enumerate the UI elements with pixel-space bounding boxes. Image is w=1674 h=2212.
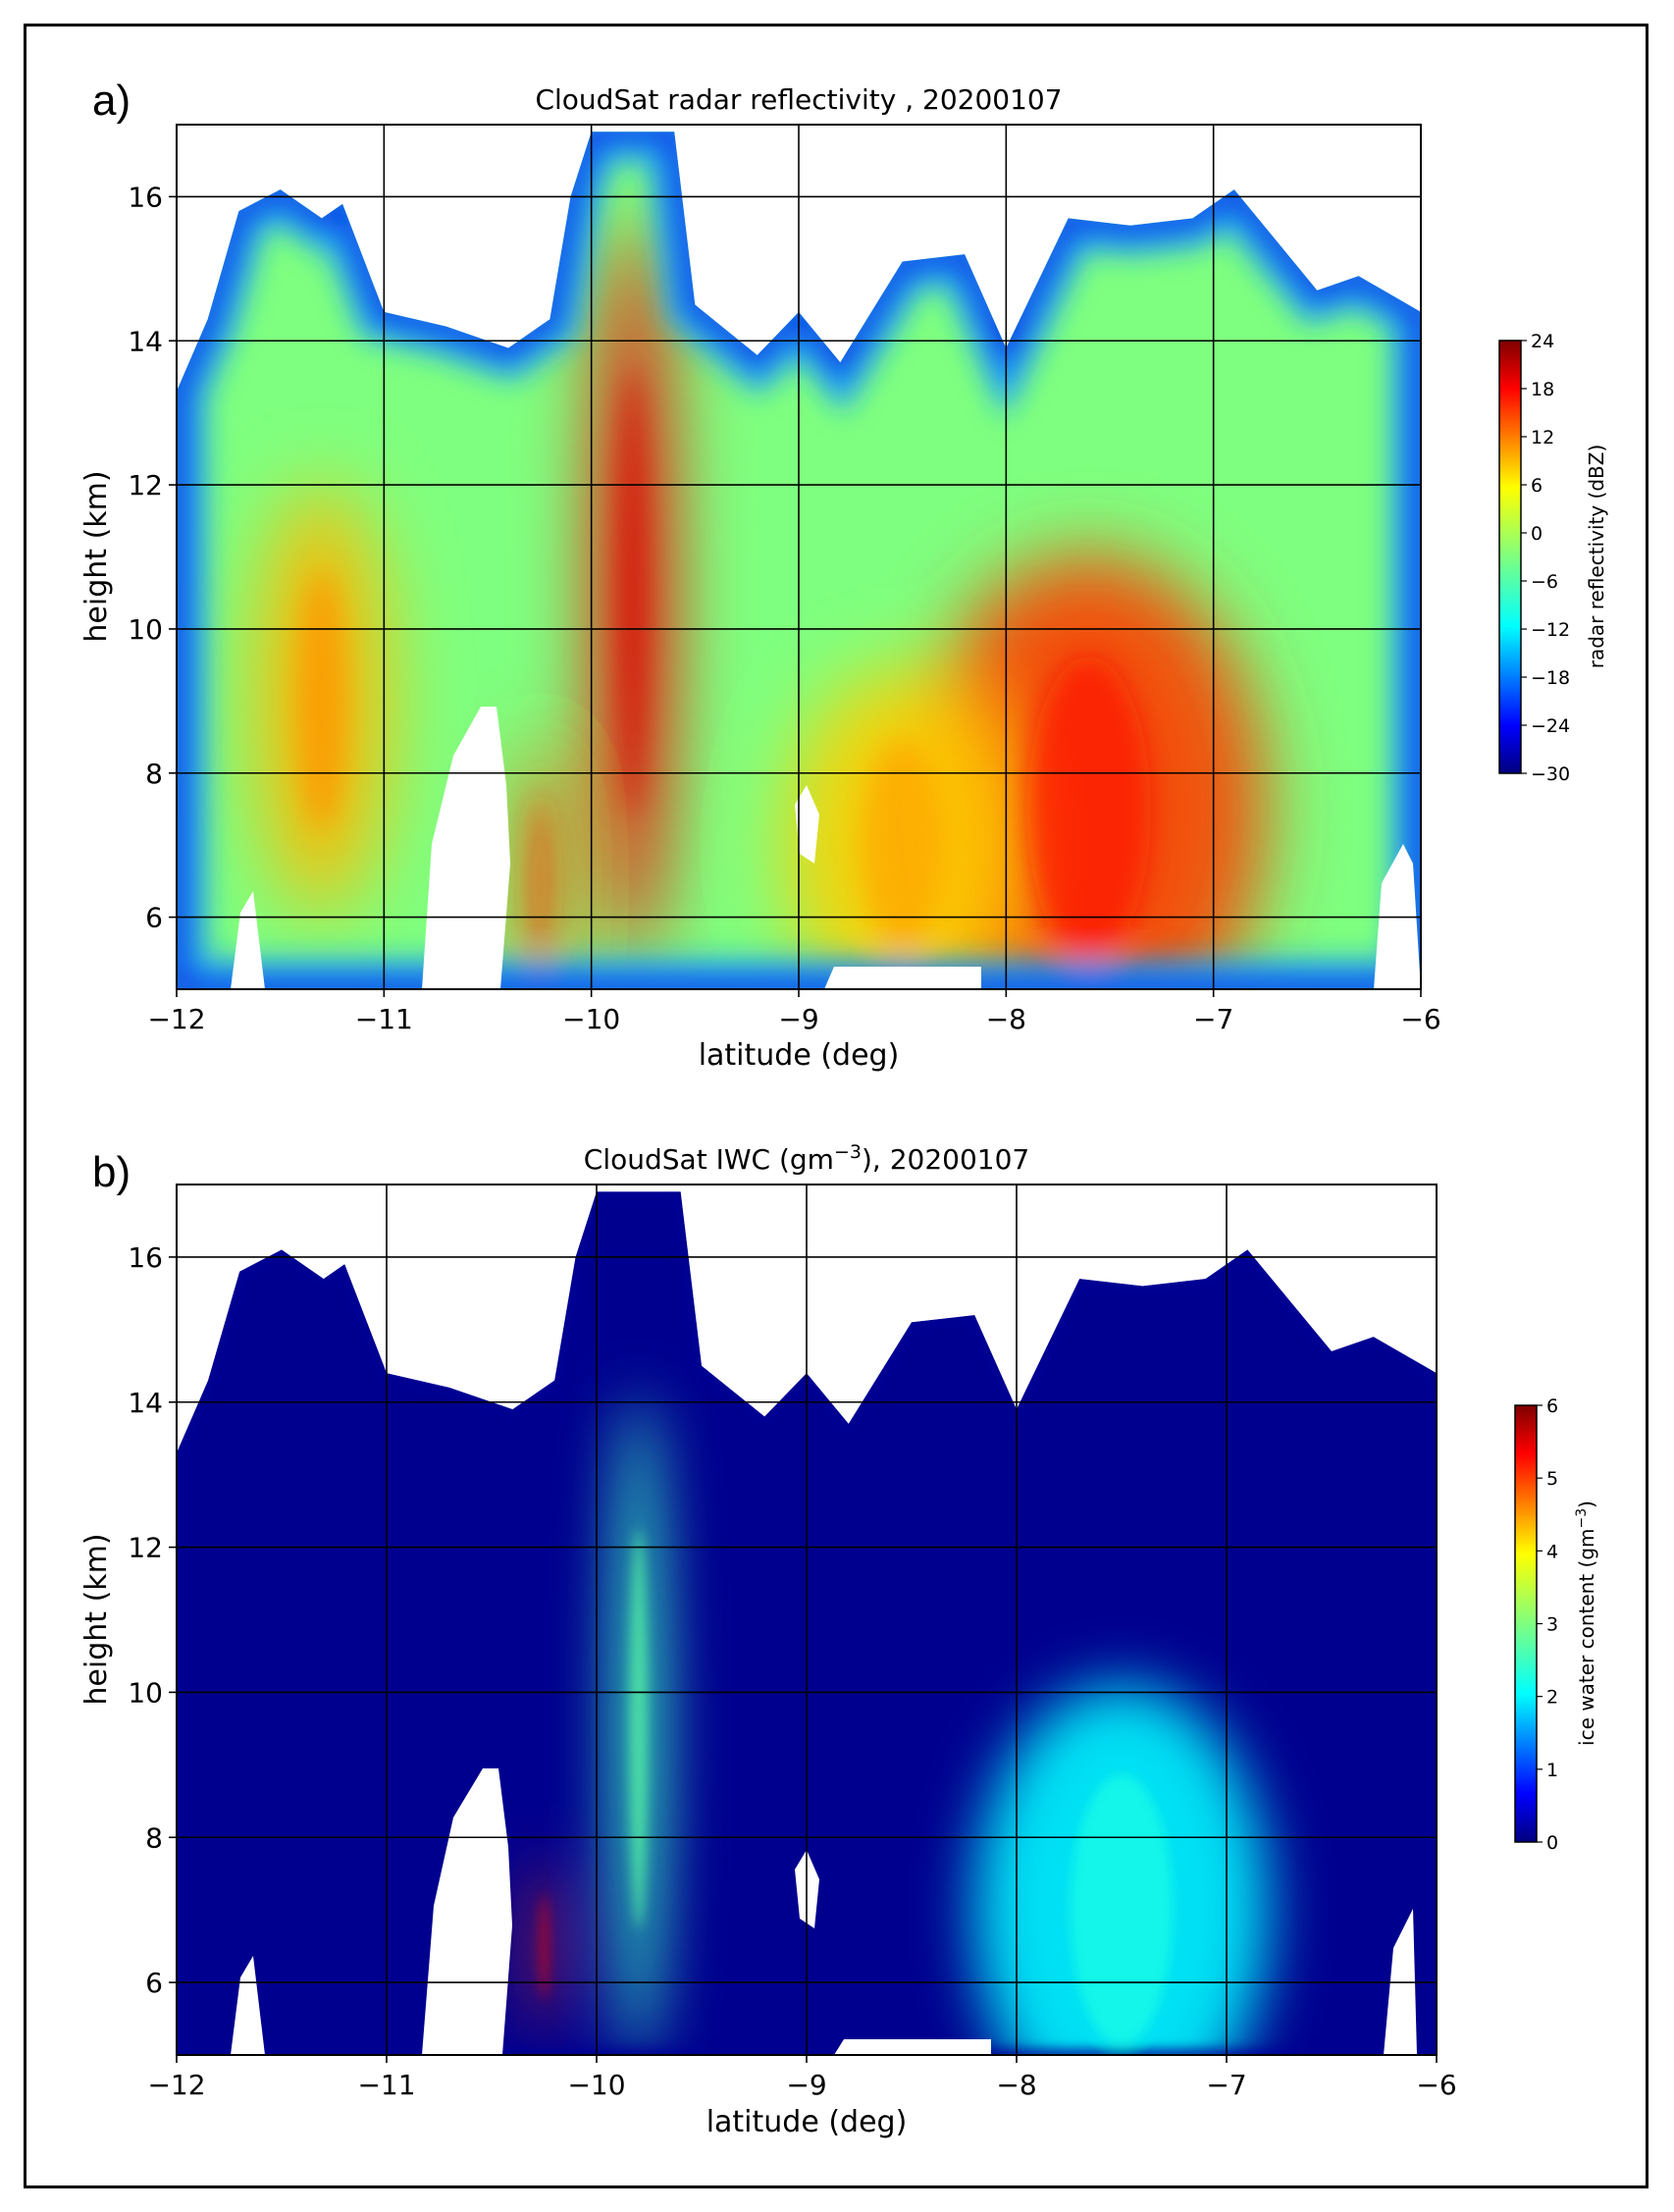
- panel-b-grid: [177, 1185, 1437, 2055]
- panel-a-clear-air-holes: [231, 707, 1421, 989]
- y-tick-label: 14: [128, 1387, 163, 1419]
- panel-b-x-ticks: −12 −11 −10 −9 −8 −7 −6: [147, 2055, 1457, 2101]
- x-tick-label: −9: [786, 2069, 826, 2101]
- x-tick-label: −10: [567, 2069, 625, 2101]
- cbar-tick-label: 0: [1546, 1832, 1558, 1854]
- panel-b-colorbar-label-prefix: ice water content (gm: [1575, 1528, 1598, 1745]
- cbar-tick-label: 6: [1546, 1396, 1558, 1417]
- y-tick-label: 6: [145, 902, 163, 934]
- panel-a-ylabel: height (km): [79, 470, 114, 642]
- cbar-tick-label: 3: [1546, 1614, 1558, 1636]
- cbar-tick-label: 0: [1531, 523, 1543, 545]
- panel-b-colorbar-label-suffix: ): [1575, 1501, 1598, 1508]
- x-tick-label: −6: [1400, 1003, 1440, 1035]
- panel-b-ylabel: height (km): [79, 1533, 114, 1705]
- x-tick-label: −12: [147, 1003, 205, 1035]
- x-tick-label: −9: [778, 1003, 818, 1035]
- y-tick-label: 8: [145, 758, 163, 790]
- panel-a-colorbar: [1498, 340, 1522, 774]
- y-tick-label: 16: [128, 1241, 163, 1274]
- panel-a-grid: [177, 125, 1421, 989]
- y-tick-label: 6: [145, 1967, 163, 1999]
- panel-a-colorbar-label: radar reflectivity (dBZ): [1585, 445, 1608, 669]
- figure-frame: [24, 24, 1648, 2188]
- y-tick-label: 10: [128, 1676, 163, 1709]
- cbar-tick-label: 2: [1546, 1687, 1558, 1709]
- cbar-tick-label: 6: [1531, 475, 1543, 497]
- cbar-tick-label: 24: [1531, 331, 1554, 352]
- core-inner: [629, 1528, 648, 1929]
- panel-b-colorbar-label: ice water content (gm−3): [1574, 1501, 1598, 1746]
- panel-a-x-ticks: −12 −11 −10 −9 −8 −7 −6: [147, 989, 1441, 1035]
- core-inner: [532, 792, 548, 970]
- panel-b-letter: b): [92, 1148, 131, 1196]
- panel-b-xlabel: latitude (deg): [706, 2105, 908, 2139]
- x-tick-label: −11: [355, 1003, 413, 1035]
- x-tick-label: −6: [1416, 2069, 1456, 2101]
- cbar-tick-label: −6: [1531, 571, 1558, 593]
- cbar-tick-label: 5: [1546, 1468, 1558, 1490]
- panel-a-y-ticks: 6 8 10 12 14 16: [128, 181, 177, 934]
- panel-b-colorbar-ticks: 6 5 4 3 2 1 0: [1537, 1396, 1558, 1854]
- x-tick-label: −8: [986, 1003, 1026, 1035]
- panel-b-title-sup: −3: [834, 1141, 862, 1163]
- panel-b-colorbar-label-sup: −3: [1574, 1508, 1590, 1529]
- x-tick-label: −10: [562, 1003, 620, 1035]
- y-tick-label: 16: [128, 181, 163, 213]
- cbar-tick-label: −24: [1531, 715, 1570, 737]
- x-tick-label: −12: [147, 2069, 205, 2101]
- x-tick-label: −7: [1206, 2069, 1246, 2101]
- cbar-tick-label: 1: [1546, 1760, 1558, 1781]
- panel-a-chart: −12 −11 −10 −9 −8 −7 −6 6 8 10 12 14 16 CloudSat ra…: [79, 83, 1608, 1073]
- core-inner: [618, 369, 647, 817]
- core-inner: [1026, 656, 1151, 963]
- cbar-tick-label: 18: [1531, 379, 1554, 400]
- panel-b-clear-air-holes: [231, 1768, 1417, 2055]
- cbar-tick-label: 12: [1531, 427, 1554, 448]
- panel-b-title-suffix: ), 20200107: [862, 1143, 1029, 1176]
- y-tick-label: 12: [128, 469, 163, 501]
- cbar-tick-label: −18: [1531, 667, 1570, 689]
- y-tick-label: 14: [128, 325, 163, 357]
- core-inner: [861, 739, 944, 952]
- core-inner: [1070, 1774, 1174, 2046]
- cbar-tick-label: 4: [1546, 1541, 1558, 1562]
- cloud-edge-core: [177, 132, 1421, 989]
- panel-b-title-prefix: CloudSat IWC (gm: [584, 1143, 834, 1176]
- cbar-tick-label: −12: [1531, 619, 1570, 641]
- panel-a-title: CloudSat radar reflectivity , 20200107: [535, 83, 1062, 116]
- panel-b-title: CloudSat IWC (gm−3), 20200107: [584, 1141, 1029, 1176]
- panel-b-y-ticks: 6 8 10 12 14 16: [128, 1241, 177, 1999]
- y-tick-label: 10: [128, 613, 163, 646]
- y-tick-label: 12: [128, 1532, 163, 1564]
- panel-b-colorbar: [1514, 1404, 1538, 1843]
- cbar-tick-label: −30: [1531, 764, 1570, 785]
- core-inner: [297, 571, 346, 831]
- panel-a-letter: a): [92, 77, 131, 125]
- x-tick-label: −8: [996, 2069, 1036, 2101]
- y-tick-label: 8: [145, 1821, 163, 1854]
- panel-a-xlabel: latitude (deg): [699, 1038, 900, 1073]
- panel-a-colorbar-ticks: 24 18 12 6 0 −6 −12 −18 −24 −30: [1521, 331, 1570, 785]
- core-inner: [541, 1893, 548, 2000]
- x-tick-label: −11: [357, 2069, 415, 2101]
- x-tick-label: −7: [1193, 1003, 1233, 1035]
